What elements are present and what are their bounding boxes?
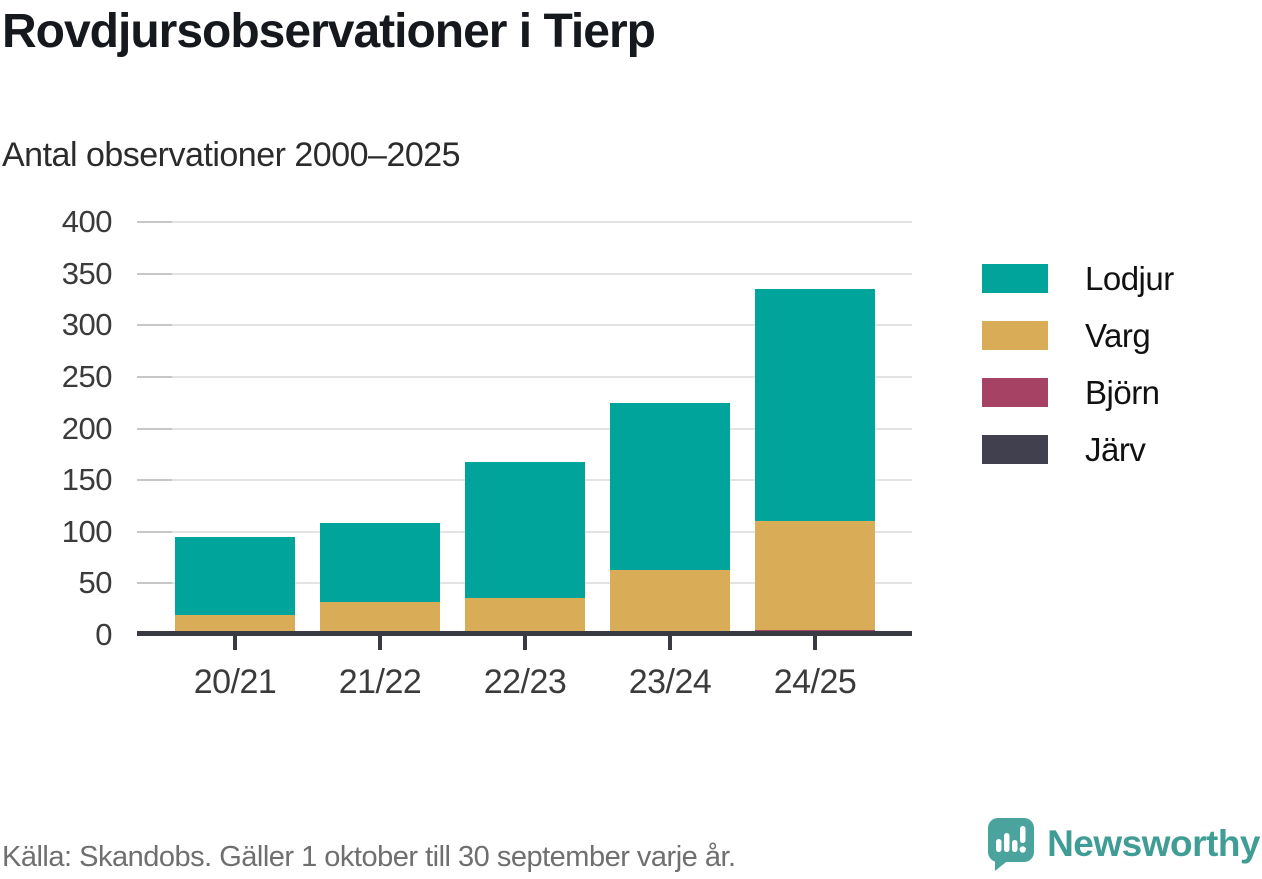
y-tick-label-50: 50 — [78, 565, 113, 601]
x-tick-22-23 — [523, 635, 527, 650]
x-tick-21-22 — [378, 635, 382, 650]
stacked-bar-chart: 0 50 100 150 200 250 300 350 400 20/21 21/22 22/23 2… — [61, 204, 912, 701]
legend-label-järv: Järv — [1085, 430, 1146, 468]
y-tick-100 — [137, 530, 172, 533]
bar-segment-24-25-varg — [755, 521, 875, 630]
y-tick-label-0: 0 — [95, 617, 112, 652]
y-tick-label-100: 100 — [61, 513, 113, 549]
bar-segment-24-25-lodjur — [755, 289, 875, 522]
legend-swatch-björn — [982, 378, 1048, 407]
x-tick-24-25 — [813, 635, 817, 650]
source-note: Källa: Skandobs. Gäller 1 oktober till 3… — [2, 841, 736, 873]
chart-legend: Lodjur Varg Björn Järv — [982, 260, 1174, 492]
page-title: Rovdjursobservationer i Tierp — [2, 5, 656, 58]
bar-segment-21-22-lodjur — [320, 523, 440, 602]
y-tick-label-400: 400 — [61, 204, 113, 239]
y-tick-label-200: 200 — [61, 410, 113, 446]
legend-item-lodjur: Lodjur — [982, 260, 1174, 297]
legend-item-järv: Järv — [982, 431, 1174, 468]
gridline-200 — [172, 427, 912, 430]
y-tick-50 — [137, 582, 172, 585]
chart-subtitle: Antal observationer 2000–2025 — [2, 136, 461, 174]
gridline-400 — [172, 221, 912, 223]
gridline-250 — [172, 375, 912, 378]
x-tick-23-24 — [668, 635, 672, 650]
legend-swatch-järv — [982, 435, 1048, 464]
y-tick-350 — [137, 272, 172, 275]
y-tick-label-250: 250 — [61, 358, 113, 394]
x-tick-label-22-23: 22/23 — [483, 663, 567, 701]
x-axis-line — [137, 631, 912, 636]
legend-label-lodjur: Lodjur — [1085, 259, 1174, 297]
legend-label-varg: Varg — [1085, 316, 1151, 354]
bar-segment-22-23-lodjur — [465, 461, 585, 598]
x-tick-label-24-25: 24/25 — [773, 663, 857, 701]
y-tick-250 — [137, 375, 172, 378]
y-tick-label-350: 350 — [61, 255, 113, 291]
legend-item-björn: Björn — [982, 374, 1174, 411]
bar-segment-22-23-varg — [465, 597, 585, 634]
bar-segment-20-21-lodjur — [175, 536, 295, 616]
bar-segment-21-22-varg — [320, 601, 440, 634]
y-tick-label-150: 150 — [61, 462, 113, 498]
bar-segment-23-24-lodjur — [610, 402, 730, 570]
brand-logo: Newsworthy — [987, 818, 1260, 872]
brand-wordmark: Newsworthy — [1047, 823, 1260, 864]
x-tick-label-20-21: 20/21 — [193, 663, 277, 701]
legend-swatch-varg — [982, 321, 1048, 350]
y-tick-150 — [137, 479, 172, 482]
bar-segment-20-21-varg — [175, 615, 295, 635]
legend-label-björn: Björn — [1085, 373, 1160, 411]
x-tick-20-21 — [233, 635, 237, 650]
y-tick-200 — [137, 427, 172, 430]
y-tick-400 — [137, 221, 172, 223]
gridline-300 — [172, 324, 912, 327]
y-tick-label-300: 300 — [61, 307, 113, 343]
x-tick-label-21-22: 21/22 — [338, 663, 422, 701]
legend-item-varg: Varg — [982, 317, 1174, 354]
legend-swatch-lodjur — [982, 264, 1048, 293]
bar-segment-23-24-varg — [610, 569, 730, 633]
bar-segment-24-25-björn — [755, 629, 875, 631]
newsworthy-logo-icon — [988, 818, 1035, 871]
gridline-350 — [172, 272, 912, 275]
y-tick-300 — [137, 324, 172, 327]
x-tick-label-23-24: 23/24 — [628, 663, 712, 701]
